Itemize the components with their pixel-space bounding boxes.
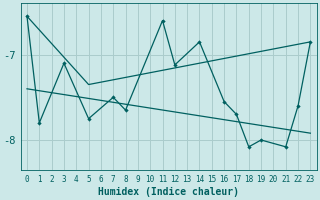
X-axis label: Humidex (Indice chaleur): Humidex (Indice chaleur) [98,186,239,197]
